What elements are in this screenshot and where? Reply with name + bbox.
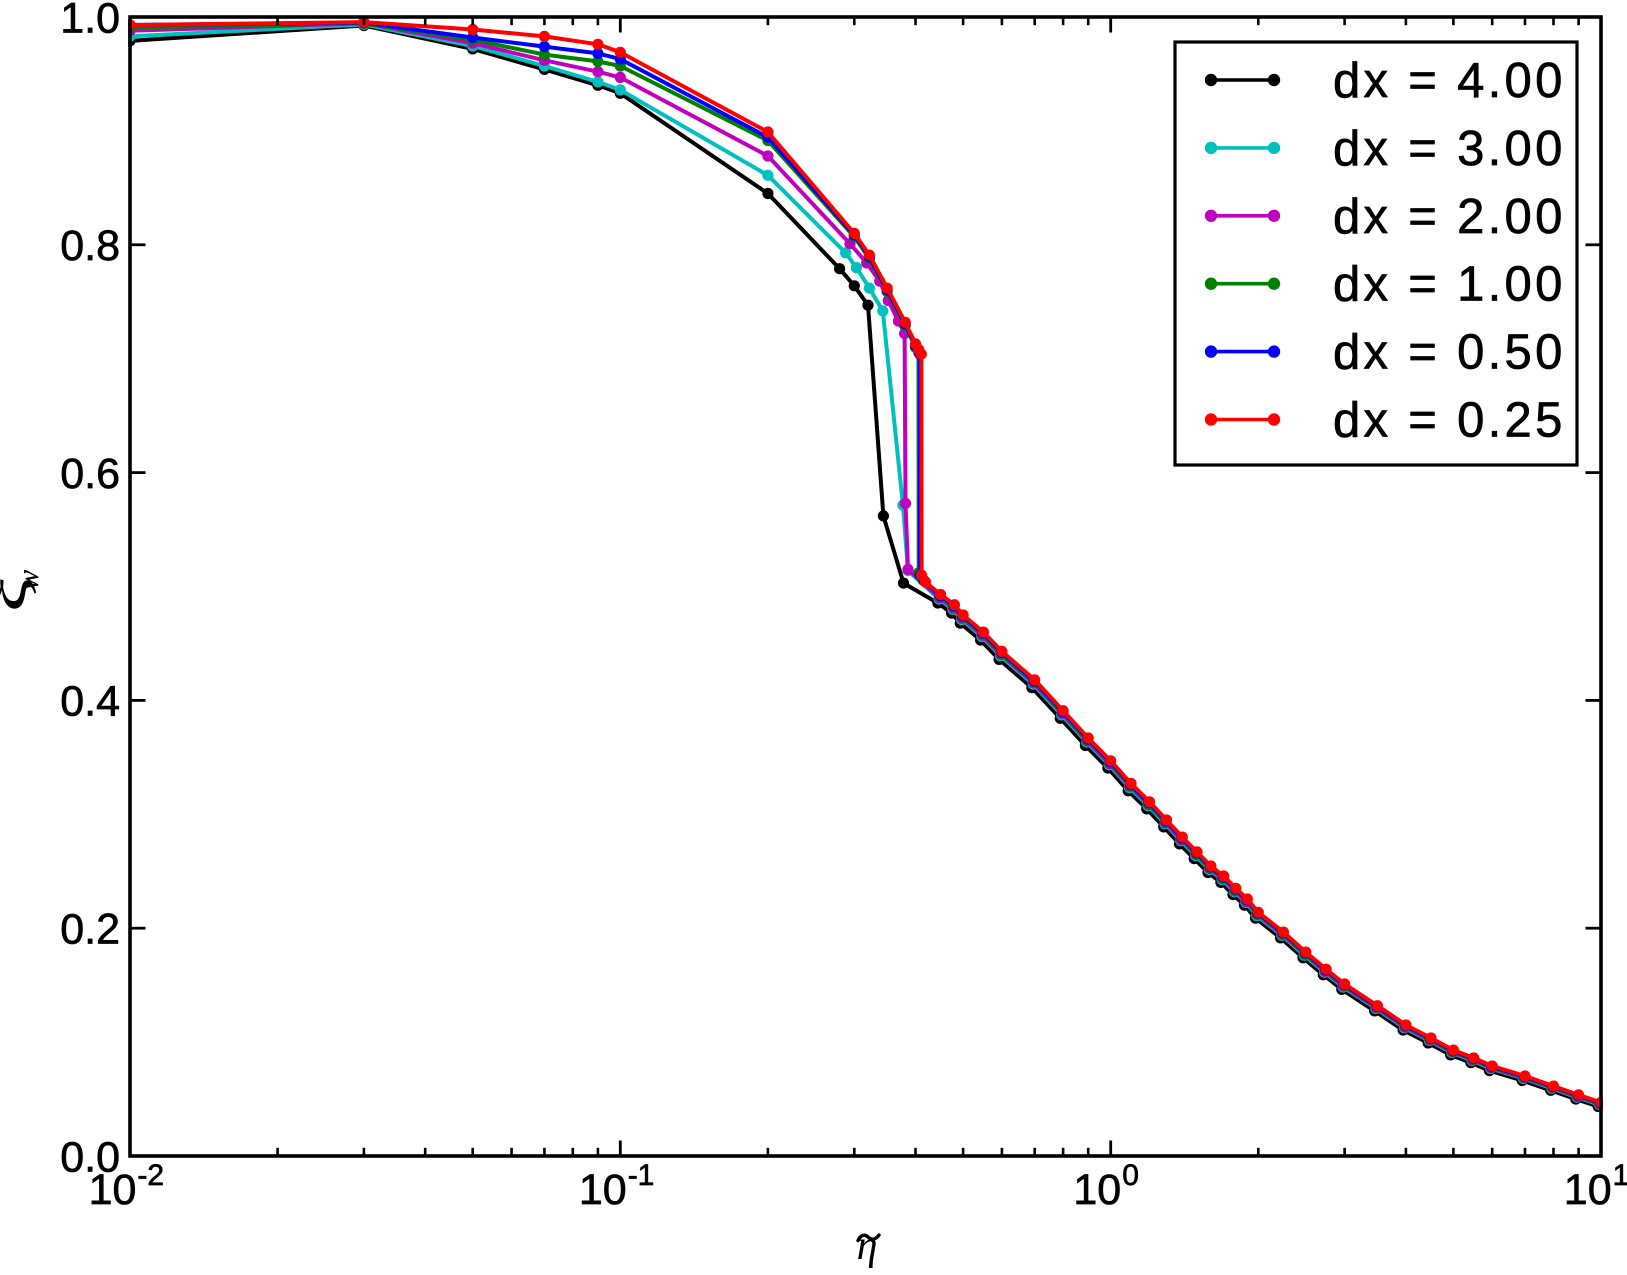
svg-text:0.8: 0.8 (60, 222, 120, 270)
svg-text:0.6: 0.6 (60, 450, 120, 498)
svg-text:10: 10 (1073, 1166, 1121, 1214)
svg-text:0: 0 (1122, 1159, 1139, 1192)
svg-text:dx = 0.25: dx = 0.25 (1333, 394, 1566, 448)
svg-text:w: w (10, 569, 45, 590)
svg-text:0.2: 0.2 (60, 906, 120, 954)
svg-text:ξ: ξ (0, 575, 39, 611)
svg-text:10: 10 (89, 1166, 137, 1214)
svg-text:0.4: 0.4 (60, 678, 120, 726)
svg-text:1.0: 1.0 (60, 0, 120, 42)
svg-text:dx = 4.00: dx = 4.00 (1333, 54, 1566, 108)
svg-text:dx = 1.00: dx = 1.00 (1333, 258, 1566, 312)
svg-text:η: η (857, 1223, 878, 1269)
svg-text:dx = 0.50: dx = 0.50 (1333, 326, 1566, 380)
svg-text:-1: -1 (628, 1159, 655, 1192)
svg-text:1: 1 (1613, 1159, 1627, 1192)
svg-text:10: 10 (579, 1166, 627, 1214)
svg-text:-2: -2 (137, 1159, 164, 1192)
svg-text:0.0: 0.0 (60, 1133, 120, 1181)
svg-text:dx = 2.00: dx = 2.00 (1333, 190, 1566, 244)
svg-text:10: 10 (1564, 1166, 1612, 1214)
svg-text:dx = 3.00: dx = 3.00 (1333, 122, 1566, 176)
